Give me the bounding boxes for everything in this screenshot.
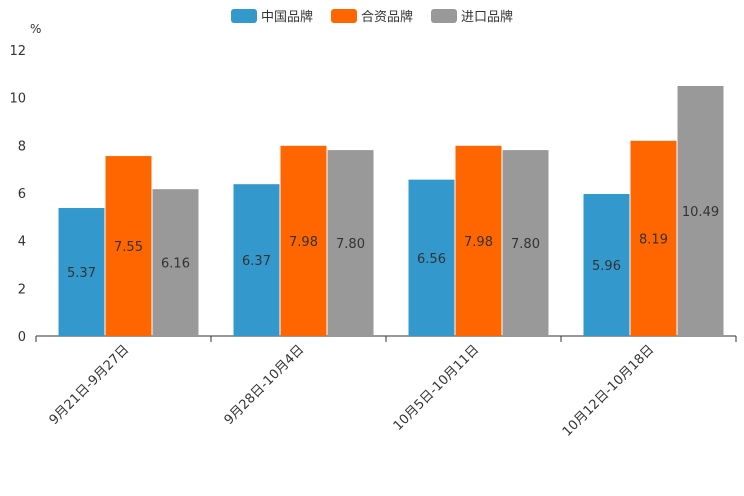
y-tick-label-5: 10 xyxy=(9,92,26,107)
bar-2-2 xyxy=(502,150,549,336)
data-label-1-0: 7.55 xyxy=(114,240,143,255)
bar-1-0 xyxy=(105,156,152,336)
bar-1-3 xyxy=(630,140,677,336)
data-label-0-0: 5.37 xyxy=(67,266,96,281)
data-label-0-1: 6.37 xyxy=(242,254,271,269)
legend-item-china[interactable]: 中国品牌 xyxy=(230,6,313,25)
bar-1-2 xyxy=(455,145,502,336)
legend-label-import: 进口品牌 xyxy=(461,10,514,25)
y-tick-label-1: 2 xyxy=(18,282,26,297)
legend-label-china: 中国品牌 xyxy=(260,10,313,25)
bar-2-3 xyxy=(677,85,724,336)
data-label-1-3: 8.19 xyxy=(639,232,668,247)
y-tick-label-0: 0 xyxy=(18,330,26,345)
data-label-1-1: 7.98 xyxy=(289,235,318,250)
legend-swatch-import xyxy=(431,8,457,23)
data-label-2-1: 7.80 xyxy=(336,237,365,252)
legend-item-joint[interactable]: 合资品牌 xyxy=(330,6,413,25)
x-tick-label-3: 10月12日-10月18日 xyxy=(560,342,657,439)
x-tick-label-1: 9月28日-10月4日 xyxy=(222,342,308,428)
x-tick-label-2: 10月5日-10月11日 xyxy=(391,342,483,434)
bar-1-1 xyxy=(280,145,327,336)
legend-item-import[interactable]: 进口品牌 xyxy=(431,6,513,25)
data-label-0-2: 6.56 xyxy=(417,252,446,267)
legend-label-joint: 合资品牌 xyxy=(360,10,413,25)
data-label-1-2: 7.98 xyxy=(464,235,493,250)
bar-0-0 xyxy=(58,208,105,336)
bar-0-2 xyxy=(408,179,455,336)
data-label-2-0: 6.16 xyxy=(161,257,190,272)
y-tick-label-4: 8 xyxy=(18,139,26,154)
data-label-0-3: 5.96 xyxy=(592,259,621,274)
bar-2-0 xyxy=(152,189,199,336)
y-tick-label-2: 4 xyxy=(18,235,26,250)
y-tick-label-3: 6 xyxy=(18,187,26,202)
data-label-2-2: 7.80 xyxy=(511,237,540,252)
bar-0-1 xyxy=(233,184,280,336)
legend-swatch-china xyxy=(230,8,257,23)
legend: 中国品牌 合资品牌 进口品牌 xyxy=(0,6,744,25)
x-tick-label-0: 9月21日-9月27日 xyxy=(47,342,133,428)
bar-0-3 xyxy=(583,193,630,336)
y-tick-label-6: 12 xyxy=(9,44,26,59)
legend-swatch-joint xyxy=(330,8,357,23)
y-axis-unit: % xyxy=(30,22,42,36)
data-label-2-3: 10.49 xyxy=(682,205,719,220)
bar-2-1 xyxy=(327,150,374,336)
